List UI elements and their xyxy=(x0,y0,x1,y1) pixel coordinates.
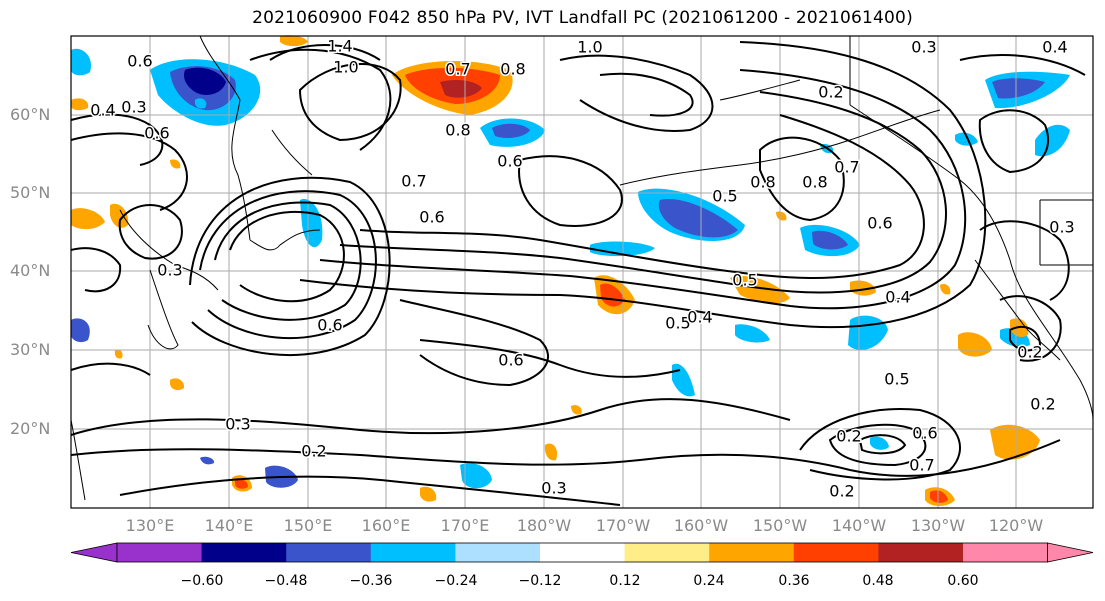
contour-label: 0.7 xyxy=(445,60,470,79)
colorbar-segment xyxy=(117,543,203,562)
contour-label: 0.6 xyxy=(317,316,342,335)
lat-label-50n: 50°N xyxy=(10,183,51,202)
colorbar-segment xyxy=(793,543,879,562)
lon-label-120w: 120°W xyxy=(988,516,1044,535)
contour-label: 0.5 xyxy=(884,370,909,389)
lat-label-20n: 20°N xyxy=(10,419,51,438)
pv-shading xyxy=(71,35,1070,506)
colorbar-segment xyxy=(455,543,541,562)
contour-label: 0.3 xyxy=(911,38,936,57)
colorbar-tick: −0.24 xyxy=(434,573,478,589)
colorbar xyxy=(70,542,1094,563)
colorbar-segment xyxy=(286,543,372,562)
contour-label: 0.7 xyxy=(909,456,934,475)
contour-label: 0.6 xyxy=(144,124,169,143)
colorbar-tick: 0.12 xyxy=(609,573,641,589)
map-border xyxy=(70,35,1094,509)
colorbar-segment xyxy=(201,543,287,562)
pv-contours xyxy=(70,41,1086,506)
colorbar-tick: 0.48 xyxy=(862,573,894,589)
contour-label: 0.2 xyxy=(1017,343,1042,362)
colorbar-outline xyxy=(116,542,1048,563)
contour-label: 0.2 xyxy=(829,482,854,501)
lon-label-180w: 180°W xyxy=(516,516,572,535)
contour-label: 0.4 xyxy=(1042,38,1067,57)
contour-label: 0.5 xyxy=(732,271,757,290)
contour-label: 0.3 xyxy=(225,415,250,434)
lon-label-150w: 150°W xyxy=(752,516,808,535)
contour-label: 0.7 xyxy=(401,172,426,191)
colorbar-tick: −0.12 xyxy=(518,573,562,589)
contour-label: 0.4 xyxy=(90,101,115,120)
lon-label-170e: 170°E xyxy=(440,516,490,535)
contour-label: 0.8 xyxy=(750,173,775,192)
lon-label-130w: 130°W xyxy=(910,516,966,535)
colorbar-extend-low xyxy=(70,542,118,563)
contour-label: 0.8 xyxy=(500,60,525,79)
contour-label: 0.8 xyxy=(802,173,827,192)
contour-label: 0.6 xyxy=(867,214,892,233)
contour-label: 0.6 xyxy=(498,351,523,370)
contour-label: 0.6 xyxy=(419,208,444,227)
lon-label-170w: 170°W xyxy=(595,516,651,535)
contour-label: 0.2 xyxy=(836,427,861,446)
contour-label: 0.2 xyxy=(1030,395,1055,414)
colorbar-segment xyxy=(370,543,456,562)
contour-label: 0.6 xyxy=(127,52,152,71)
map-title: 2021060900 F042 850 hPa PV, IVT Landfall… xyxy=(252,8,913,28)
contour-label: 0.2 xyxy=(818,83,843,102)
contour-label: 0.3 xyxy=(121,98,146,117)
lat-label-60n: 60°N xyxy=(10,105,51,124)
coastlines xyxy=(70,35,1094,501)
contour-label: 0.4 xyxy=(687,308,712,327)
colorbar-segment xyxy=(963,543,1049,562)
colorbar-tick: −0.60 xyxy=(180,573,224,589)
colorbar-tick: 0.60 xyxy=(947,573,979,589)
colorbar-segment xyxy=(540,543,626,562)
colorbar-segment xyxy=(709,543,795,562)
contour-label: 1.0 xyxy=(577,38,602,57)
contour-label: 0.8 xyxy=(445,121,470,140)
lon-label-150e: 150°E xyxy=(283,516,333,535)
contour-label: 1.0 xyxy=(333,58,358,77)
contour-label: 0.5 xyxy=(712,187,737,206)
colorbar-tick: 0.24 xyxy=(693,573,725,589)
contour-label: 0.7 xyxy=(834,158,859,177)
colorbar-tick: −0.48 xyxy=(264,573,308,589)
colorbar-extend-high xyxy=(1047,542,1094,563)
contour-label: 0.2 xyxy=(301,442,326,461)
lon-label-140e: 140°E xyxy=(204,516,254,535)
lon-label-140w: 140°W xyxy=(831,516,887,535)
lat-label-40n: 40°N xyxy=(10,261,51,280)
contour-label: 0.3 xyxy=(157,261,182,280)
colorbar-segment xyxy=(878,543,964,562)
colorbar-tick: 0.36 xyxy=(778,573,810,589)
contour-label: 0.5 xyxy=(665,314,690,333)
contour-labels: 1.4 1.0 1.0 0.6 0.3 0.4 0.6 0.7 0.8 0.8 0.6 0.7 0.6 0… xyxy=(89,35,1076,502)
colorbar-tick: −0.36 xyxy=(349,573,393,589)
lat-label-30n: 30°N xyxy=(10,340,51,359)
lon-label-160e: 160°E xyxy=(361,516,411,535)
contour-label: 0.4 xyxy=(885,288,910,307)
contour-label: 0.3 xyxy=(1049,218,1074,237)
lon-label-160w: 160°W xyxy=(673,516,729,535)
colorbar-segment xyxy=(624,543,710,562)
contour-label: 0.6 xyxy=(497,152,522,171)
contour-label: 0.6 xyxy=(912,424,937,443)
contour-label: 0.3 xyxy=(541,479,566,498)
contour-label: 1.4 xyxy=(327,37,352,56)
lon-label-130e: 130°E xyxy=(125,516,175,535)
